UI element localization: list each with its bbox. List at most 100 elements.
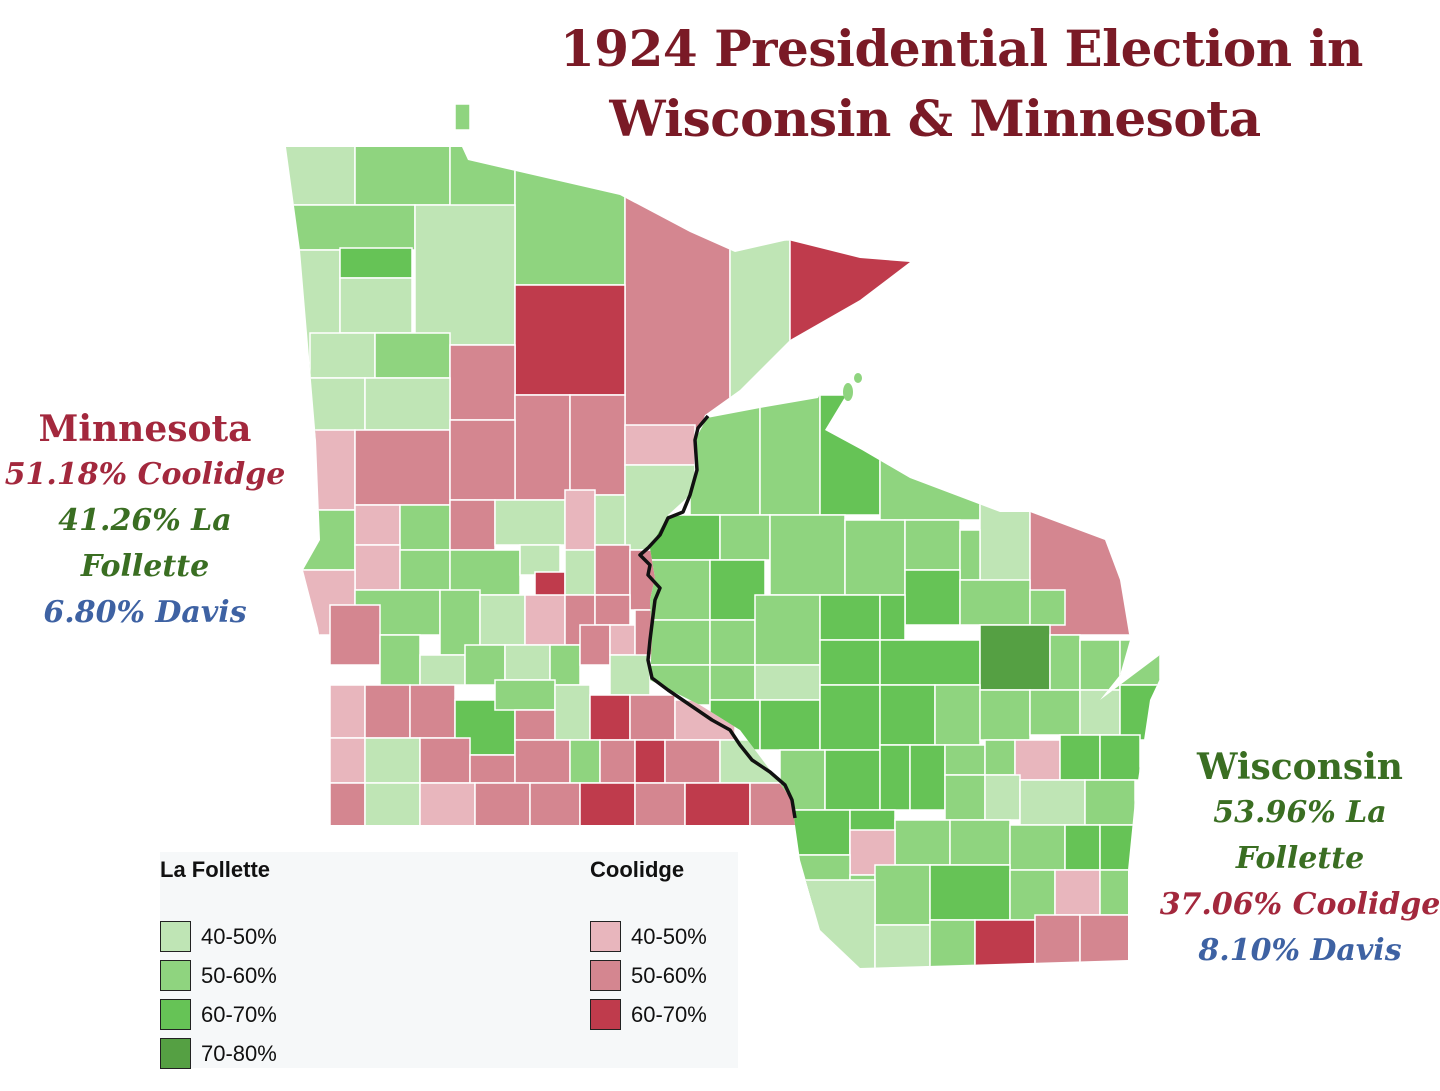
county [589,694,631,741]
county [399,549,451,591]
county [609,654,651,696]
legend-swatch [160,921,191,952]
county [449,419,516,501]
county [1014,739,1061,781]
county [569,739,601,784]
minnesota-lafollette-result: 41.26% La Follette [58,503,232,584]
county [650,619,711,666]
county [1019,779,1086,826]
county [1054,869,1101,916]
county [1084,779,1136,826]
wisconsin-davis-result: 8.10% Davis [1198,933,1402,968]
county [874,864,931,926]
county [1059,734,1101,781]
county [594,494,626,546]
legend-swatch [590,999,621,1030]
county [514,739,571,784]
county [1034,914,1081,968]
county [579,624,611,666]
county [1099,734,1141,781]
county [519,544,561,576]
minnesota-davis-result: 6.80% Davis [43,595,247,630]
county [779,749,826,811]
county [449,344,516,421]
county [979,499,1031,591]
legend-label: 50-60% [631,962,707,988]
county [909,744,946,811]
county [594,544,631,596]
county [419,782,476,825]
legend-item: 60-70% [160,995,277,1034]
county [479,594,526,646]
county [769,514,846,596]
county [984,774,1021,821]
legend-swatch [590,921,621,952]
county [449,499,496,551]
county [329,684,366,739]
county [609,624,636,656]
county [299,509,356,571]
county [684,782,751,825]
county [979,689,1031,741]
county [819,684,881,751]
county [339,277,413,334]
county [549,644,581,686]
county [984,739,1016,776]
county [414,204,516,346]
county [529,782,581,825]
legend-item: 40-50% [590,917,707,956]
legend-swatch [160,1038,191,1069]
wisconsin-counties [650,394,1161,968]
county [514,284,626,396]
county [579,782,636,825]
county [874,924,931,968]
county [949,819,1011,866]
legend-coolidge: Coolidge 40-50% 50-60% 60-70% [590,852,707,1034]
county [729,239,791,401]
county [419,737,471,784]
county [974,919,1036,968]
county [1049,634,1081,691]
county [624,424,696,466]
county [554,684,591,741]
county [354,504,401,546]
county [819,594,881,641]
county [354,147,451,206]
legend-title-coolidge: Coolidge [590,857,685,882]
legend-swatch [160,960,191,991]
county [709,619,756,666]
county [1079,639,1121,691]
county [364,737,421,784]
county [789,879,876,968]
county [879,744,911,811]
county [664,739,721,784]
county [364,377,451,431]
wisconsin-lafollette-result: 53.96% La Follette [1213,795,1387,876]
county [824,749,881,811]
legend-lafollette: La Follette 40-50% 50-60% 60-70% 70-80% [160,852,277,1073]
county [1029,689,1081,736]
island [854,373,862,383]
county [629,694,676,741]
county [1099,824,1141,871]
county [1119,684,1161,741]
county [934,684,981,746]
county [419,654,466,686]
county [894,819,951,866]
county [514,394,571,501]
county [464,644,506,686]
county [904,569,961,626]
county [819,639,881,686]
county [594,594,631,626]
county [1079,914,1141,968]
county [599,739,636,784]
county [754,594,821,666]
county [959,579,1031,626]
county [454,103,471,131]
legend-swatch [590,960,621,991]
county [309,332,376,379]
county [524,594,566,646]
county [904,519,961,571]
county [329,782,366,825]
